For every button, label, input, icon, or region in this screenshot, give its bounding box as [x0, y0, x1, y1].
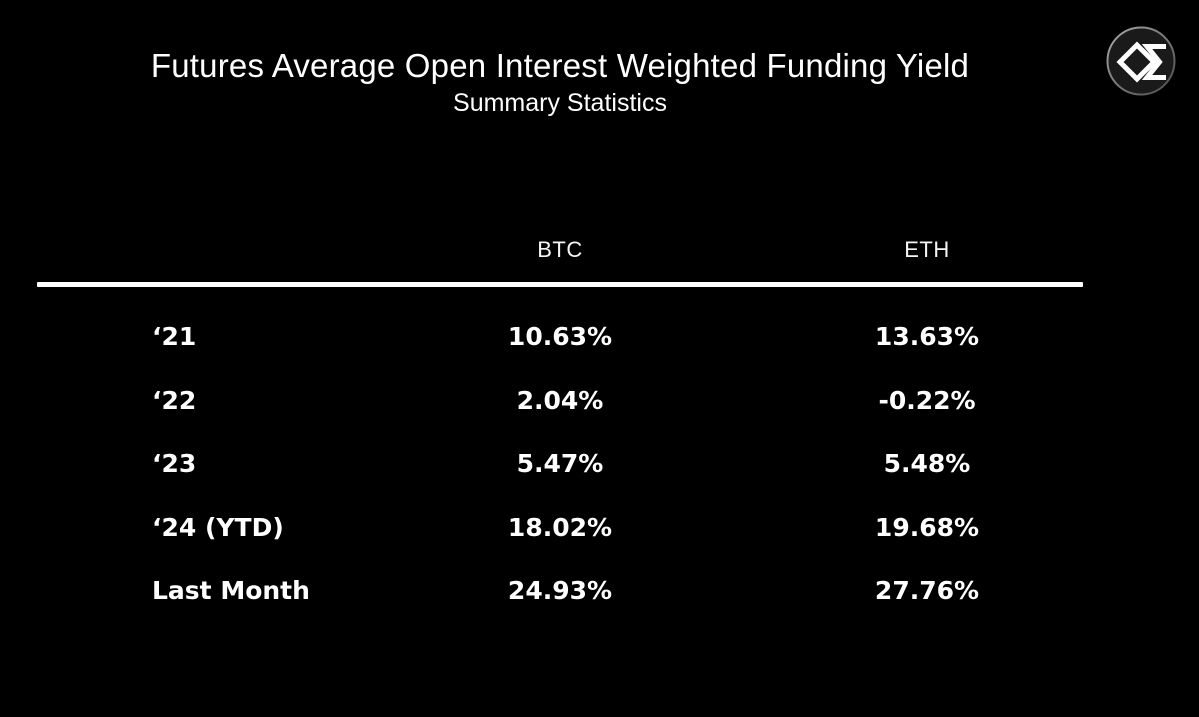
row-label: ‘24 (YTD) [152, 512, 284, 542]
btc-value-cell: 24.93% [507, 576, 613, 606]
btc-value-cell: 2.04% [516, 385, 604, 415]
table-row: ‘22 2.04% -0.22% [37, 369, 1083, 433]
eth-value-cell: 13.63% [874, 322, 980, 352]
column-header-btc: BTC [537, 237, 583, 262]
page-title: Futures Average Open Interest Weighted F… [150, 47, 970, 84]
row-label: ‘23 [152, 449, 197, 479]
table-body: ‘21 10.63% 13.63% ‘22 2.04% -0.22% ‘23 5… [37, 305, 1083, 623]
btc-value-cell: 5.47% [516, 449, 604, 479]
eth-value-cell: 27.76% [874, 576, 980, 606]
eth-value-cell: -0.22% [878, 385, 976, 415]
btc-value-cell: 18.02% [507, 512, 613, 542]
eth-value-cell: 19.68% [874, 512, 980, 542]
table-row: Last Month 24.93% 27.76% [37, 559, 1083, 623]
header-divider [37, 282, 1083, 287]
row-label: ‘22 [152, 385, 197, 415]
eth-value-cell: 5.48% [883, 449, 971, 479]
sigma-diamond-icon [1106, 26, 1176, 96]
row-label: ‘21 [152, 322, 197, 352]
column-header-eth: ETH [904, 237, 950, 262]
table-row: ‘24 (YTD) 18.02% 19.68% [37, 496, 1083, 560]
btc-value-cell: 10.63% [507, 322, 613, 352]
summary-table: BTC ETH ‘21 10.63% 13.63% ‘22 2.04% -0.2… [37, 221, 1083, 623]
table-row: ‘21 10.63% 13.63% [37, 305, 1083, 369]
brand-logo [1105, 25, 1177, 97]
page-subtitle: Summary Statistics [453, 89, 667, 117]
table-header-row: BTC ETH [37, 221, 1083, 279]
row-label: Last Month [152, 576, 310, 606]
table-row: ‘23 5.47% 5.48% [37, 432, 1083, 496]
